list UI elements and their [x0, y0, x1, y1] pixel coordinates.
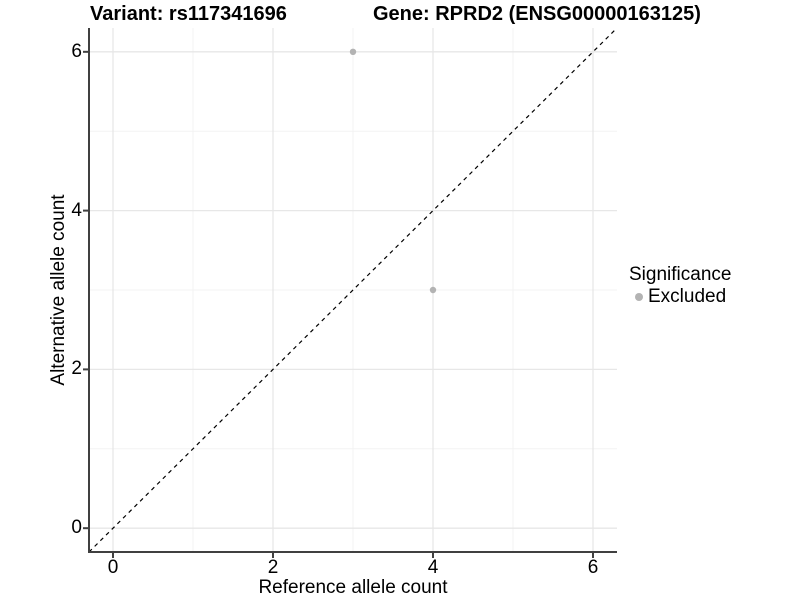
x-axis-title: Reference allele count	[258, 577, 448, 598]
legend-title: Significance	[629, 264, 732, 285]
data-point	[429, 286, 437, 294]
data-point	[349, 48, 357, 56]
legend-items: Excluded	[629, 286, 731, 308]
x-tick-label: 2	[267, 557, 279, 578]
legend-point-icon	[635, 293, 643, 301]
identity-dashed-line	[88, 27, 618, 553]
legend-item-label: Excluded	[648, 286, 727, 307]
legend: Significance Excluded	[629, 264, 731, 308]
legend-item: Excluded	[629, 286, 731, 308]
y-tick-label: 0	[71, 517, 82, 539]
y-axis-title: Alternative allele count	[48, 194, 69, 386]
y-tick-label: 4	[71, 199, 82, 221]
x-tick-label: 0	[107, 557, 119, 578]
x-tick-label: 4	[427, 557, 439, 578]
plot-title-variant: Variant: rs117341696	[90, 3, 287, 25]
y-tick-label: 6	[71, 40, 82, 62]
x-tick-label: 6	[587, 557, 599, 578]
plot-title-gene: Gene: RPRD2 (ENSG00000163125)	[373, 3, 701, 25]
y-tick-label: 2	[71, 358, 82, 380]
